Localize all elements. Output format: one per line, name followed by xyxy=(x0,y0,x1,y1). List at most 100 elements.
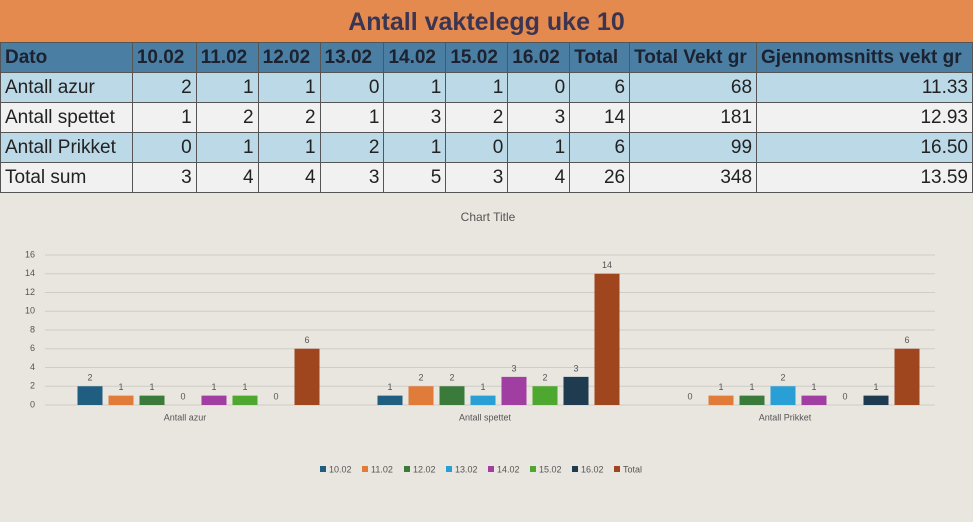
cell: 68 xyxy=(629,72,758,103)
cell: 3 xyxy=(383,102,447,133)
cell: 1 xyxy=(445,72,509,103)
cell: 0 xyxy=(507,72,571,103)
bar xyxy=(77,386,103,405)
cell: 13.59 xyxy=(756,162,973,193)
cell: 14 xyxy=(569,102,631,133)
cell: 6 xyxy=(569,132,631,163)
legend-label: 15.02 xyxy=(539,464,562,474)
column-header: Total xyxy=(569,42,631,73)
cell: 0 xyxy=(445,132,509,163)
data-label: 1 xyxy=(718,382,723,392)
column-header: 16.02 xyxy=(507,42,571,73)
cell: 2 xyxy=(445,102,509,133)
cell: 181 xyxy=(629,102,758,133)
bar xyxy=(894,348,920,405)
cell: 1 xyxy=(383,132,447,163)
cell: 1 xyxy=(257,72,321,103)
legend-label: 14.02 xyxy=(497,464,520,474)
data-label: 1 xyxy=(387,382,392,392)
cell: 1 xyxy=(195,132,259,163)
bar xyxy=(739,395,765,405)
y-tick-label: 8 xyxy=(30,324,35,334)
cell: 3 xyxy=(131,162,197,193)
y-tick-label: 6 xyxy=(30,343,35,353)
y-tick-label: 0 xyxy=(30,399,35,409)
bar xyxy=(501,376,527,405)
table-row: Total sum 3 4 4 3 5 3 4 26 348 13.59 xyxy=(0,162,973,193)
bar xyxy=(532,386,558,405)
cell: 1 xyxy=(319,102,385,133)
cell: 2 xyxy=(131,72,197,103)
bar xyxy=(439,386,465,405)
table-row: Antall Prikket 0 1 1 2 1 0 1 6 99 16.50 xyxy=(0,132,973,163)
data-label: 14 xyxy=(602,260,612,270)
data-label: 0 xyxy=(687,391,692,401)
bar xyxy=(108,395,134,405)
data-label: 2 xyxy=(449,373,454,383)
data-label: 6 xyxy=(904,335,909,345)
legend-label: 12.02 xyxy=(413,464,436,474)
data-label: 2 xyxy=(87,373,92,383)
column-header: 11.02 xyxy=(195,42,259,73)
data-label: 1 xyxy=(749,382,754,392)
data-label: 1 xyxy=(149,382,154,392)
data-label: 2 xyxy=(780,373,785,383)
legend-swatch xyxy=(320,466,326,472)
column-header: Gjennomsnitts vekt gr xyxy=(756,42,973,73)
bar xyxy=(294,348,320,405)
cell: 4 xyxy=(195,162,259,193)
bar xyxy=(801,395,827,405)
cell: 1 xyxy=(507,132,571,163)
y-tick-label: 14 xyxy=(25,268,35,278)
legend-label: 10.02 xyxy=(329,464,352,474)
data-label: 1 xyxy=(242,382,247,392)
data-label: 1 xyxy=(873,382,878,392)
legend-label: 11.02 xyxy=(371,464,393,474)
cell: 0 xyxy=(131,132,197,163)
row-label: Antall azur xyxy=(0,72,133,103)
x-tick-label: Antall azur xyxy=(164,412,207,422)
data-label: 0 xyxy=(180,391,185,401)
bar xyxy=(470,395,496,405)
cell: 26 xyxy=(569,162,631,193)
cell: 348 xyxy=(629,162,758,193)
data-label: 2 xyxy=(418,373,423,383)
data-label: 2 xyxy=(542,373,547,383)
cell: 4 xyxy=(257,162,321,193)
bar xyxy=(201,395,227,405)
table-row: Antall azur 2 1 1 0 1 1 0 6 68 11.33 xyxy=(0,72,973,103)
data-label: 0 xyxy=(273,391,278,401)
column-header: 15.02 xyxy=(445,42,509,73)
legend-label: 13.02 xyxy=(455,464,478,474)
legend-label: 16.02 xyxy=(581,464,604,474)
chart-title: Chart Title xyxy=(461,210,516,224)
cell: 3 xyxy=(319,162,385,193)
legend-swatch xyxy=(572,466,578,472)
cell: 5 xyxy=(383,162,447,193)
column-header: 14.02 xyxy=(383,42,447,73)
cell: 1 xyxy=(257,132,321,163)
y-tick-label: 4 xyxy=(30,362,35,372)
cell: 4 xyxy=(507,162,571,193)
column-header: 12.02 xyxy=(257,42,321,73)
cell: 1 xyxy=(383,72,447,103)
data-label: 3 xyxy=(511,363,516,373)
bar xyxy=(139,395,165,405)
sheet-title: Antall vaktelegg uke 10 xyxy=(0,0,973,42)
column-header: 10.02 xyxy=(131,42,197,73)
legend-swatch xyxy=(404,466,410,472)
y-tick-label: 12 xyxy=(25,287,35,297)
bar xyxy=(594,273,620,405)
legend-swatch xyxy=(488,466,494,472)
legend-swatch xyxy=(362,466,368,472)
cell: 1 xyxy=(131,102,197,133)
table-row: Antall spettet 1 2 2 1 3 2 3 14 181 12.93 xyxy=(0,102,973,133)
data-label: 6 xyxy=(304,335,309,345)
x-tick-label: Antall spettet xyxy=(459,412,512,422)
data-label: 3 xyxy=(573,363,578,373)
row-label: Total sum xyxy=(0,162,133,193)
cell: 2 xyxy=(257,102,321,133)
column-header: 13.02 xyxy=(319,42,385,73)
